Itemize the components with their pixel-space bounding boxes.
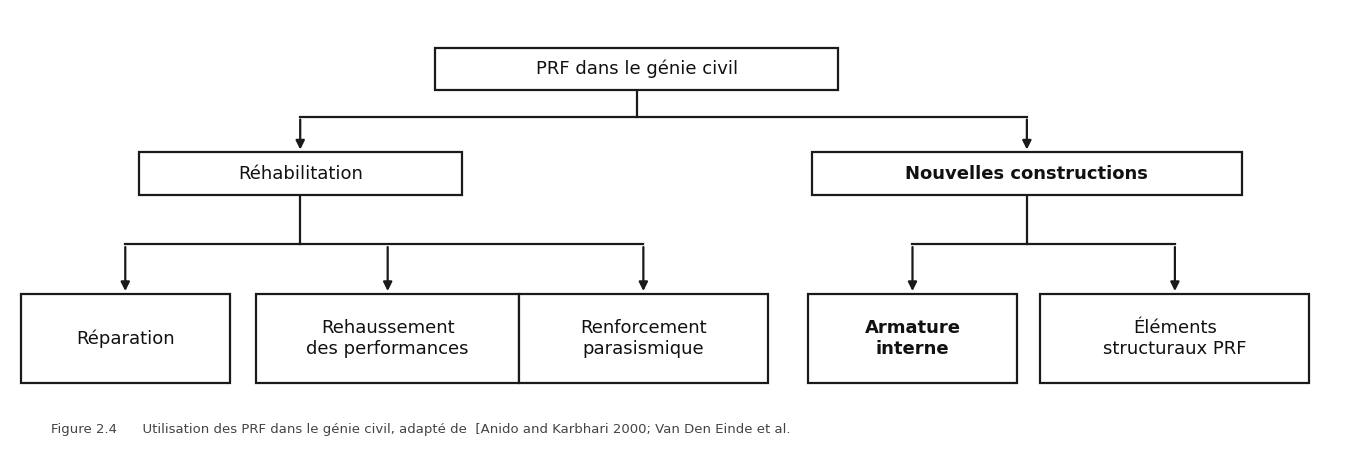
Text: Figure 2.4      Utilisation des PRF dans le génie civil, adapté de  [Anido and K: Figure 2.4 Utilisation des PRF dans le g… [51,423,791,435]
Text: Éléments
structuraux PRF: Éléments structuraux PRF [1104,319,1247,358]
FancyBboxPatch shape [1040,294,1309,383]
Text: PRF dans le génie civil: PRF dans le génie civil [536,59,738,78]
Text: Réhabilitation: Réhabilitation [238,164,363,183]
FancyBboxPatch shape [138,153,462,195]
FancyBboxPatch shape [22,294,230,383]
Text: Armature
interne: Armature interne [864,319,960,358]
Text: Nouvelles constructions: Nouvelles constructions [906,164,1148,183]
Text: Rehaussement
des performances: Rehaussement des performances [306,319,468,358]
FancyBboxPatch shape [808,294,1017,383]
FancyBboxPatch shape [435,48,838,90]
FancyBboxPatch shape [519,294,768,383]
Text: Renforcement
parasismique: Renforcement parasismique [580,319,707,358]
FancyBboxPatch shape [811,153,1242,195]
Text: Réparation: Réparation [76,329,175,348]
FancyBboxPatch shape [256,294,519,383]
